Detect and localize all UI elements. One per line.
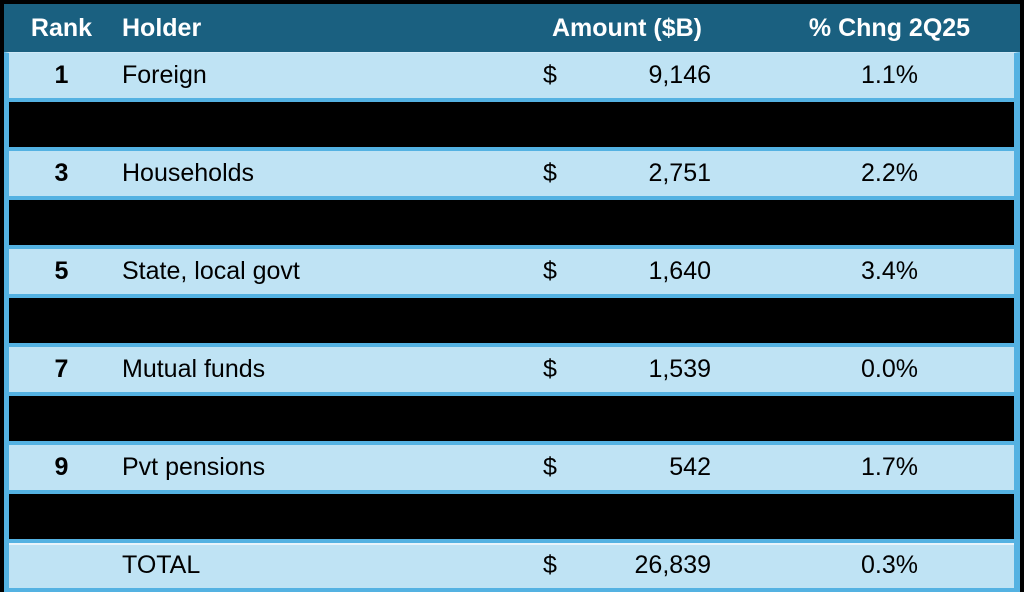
- cell-percent-change: 2.2%: [861, 159, 918, 187]
- amount-value: 542: [669, 453, 711, 481]
- cell-rank: 9: [54, 453, 69, 481]
- cell-percent-change: 3.4%: [861, 257, 918, 285]
- cell-amount: $ 26,839: [529, 551, 725, 580]
- cell-percent-change: 0.3%: [861, 551, 918, 579]
- table-row: [9, 396, 1014, 445]
- cell-holder: TOTAL: [122, 551, 201, 579]
- cell-amount: $ 1,539: [529, 355, 725, 384]
- table-row: TOTAL $ 26,839 0.3%: [9, 543, 1014, 588]
- amount-value: 9,146: [648, 61, 711, 89]
- currency-symbol: $: [543, 257, 557, 285]
- cell-holder: State, local govt: [122, 257, 300, 285]
- cell-holder: Mutual funds: [122, 355, 266, 383]
- currency-symbol: $: [543, 159, 557, 187]
- table-row: [9, 102, 1014, 151]
- cell-percent-change: 1.1%: [861, 61, 918, 89]
- amount-value: 1,539: [648, 355, 711, 383]
- table-row: [9, 200, 1014, 249]
- currency-symbol: $: [543, 61, 557, 89]
- table-row: 5 State, local govt $ 1,640 3.4%: [9, 249, 1014, 298]
- amount-value: 2,751: [648, 159, 711, 187]
- currency-symbol: $: [543, 551, 557, 579]
- cell-percent-change: 0.0%: [861, 355, 918, 383]
- cell-holder: Foreign: [122, 61, 207, 89]
- column-header-holder: Holder: [122, 13, 202, 42]
- table-row: 1 Foreign $ 9,146 1.1%: [9, 53, 1014, 102]
- table-row: [9, 494, 1014, 543]
- cell-amount: $ 542: [529, 453, 725, 482]
- cell-amount: $ 1,640: [529, 257, 725, 286]
- table-header-row: Rank Holder Amount ($B) % Chng 2Q25: [4, 4, 1020, 52]
- cell-rank: 7: [54, 355, 69, 383]
- table-row: 9 Pvt pensions $ 542 1.7%: [9, 445, 1014, 494]
- column-header-percent-change: % Chng 2Q25: [808, 13, 971, 42]
- amount-value: 1,640: [648, 257, 711, 285]
- cell-rank: 5: [54, 257, 69, 285]
- cell-amount: $ 9,146: [529, 61, 725, 90]
- amount-value: 26,839: [634, 551, 711, 579]
- cell-amount: $ 2,751: [529, 159, 725, 188]
- table-body: 1 Foreign $ 9,146 1.1% 3 Households $ 2,…: [4, 52, 1020, 592]
- column-header-rank: Rank: [30, 13, 93, 42]
- column-header-amount: Amount ($B): [552, 13, 702, 42]
- table-row: 7 Mutual funds $ 1,539 0.0%: [9, 347, 1014, 396]
- cell-rank: 1: [54, 61, 69, 89]
- cell-holder: Households: [122, 159, 255, 187]
- cell-percent-change: 1.7%: [861, 453, 918, 481]
- currency-symbol: $: [543, 355, 557, 383]
- cell-holder: Pvt pensions: [122, 453, 266, 481]
- table-row: 3 Households $ 2,751 2.2%: [9, 151, 1014, 200]
- currency-symbol: $: [543, 453, 557, 481]
- cell-rank: 3: [54, 159, 69, 187]
- table-row: [9, 298, 1014, 347]
